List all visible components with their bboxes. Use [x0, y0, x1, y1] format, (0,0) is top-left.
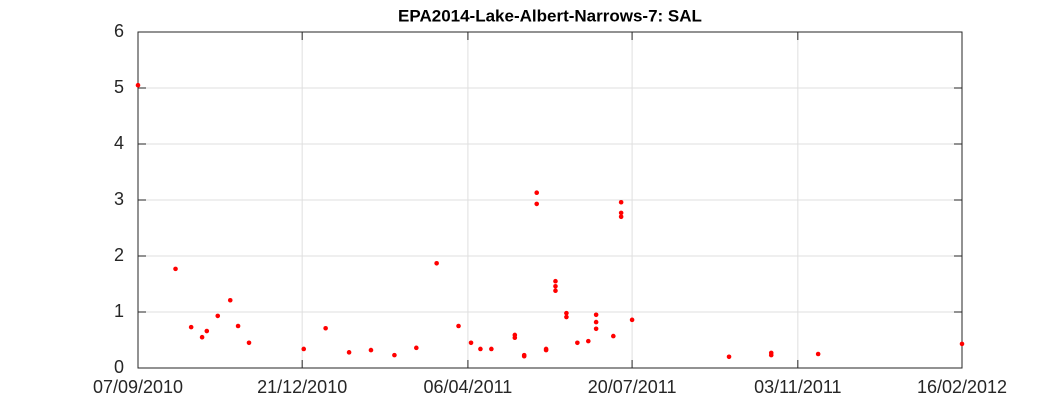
data-point: [434, 260, 439, 266]
data-point: [768, 352, 774, 358]
axes-box: [137, 31, 963, 369]
data-point: [456, 323, 461, 329]
data-point: [543, 347, 549, 353]
data-point: [618, 210, 624, 216]
data-point: [235, 323, 241, 329]
data-point: [215, 313, 221, 319]
data-point: [815, 351, 821, 357]
data-point: [346, 350, 352, 355]
data-point: [575, 340, 580, 346]
x-tick-label: 20/07/2011: [588, 377, 677, 397]
data-point: [564, 310, 569, 316]
data-point: [564, 314, 569, 320]
data-point: [468, 340, 474, 346]
y-tick-label: 1: [114, 301, 124, 321]
data-point: [199, 334, 205, 340]
x-tick-label: 07/09/2010: [93, 377, 183, 397]
y-tick-label: 2: [114, 245, 124, 265]
data-point: [553, 283, 558, 289]
data-point: [227, 297, 233, 303]
data-point: [368, 347, 374, 353]
data-point: [534, 190, 540, 196]
data-point: [629, 317, 635, 323]
data-point: [586, 338, 591, 344]
data-point: [173, 266, 178, 272]
y-tick-label: 3: [114, 189, 124, 209]
data-point: [534, 201, 540, 207]
data-point: [323, 325, 328, 331]
data-point: [392, 352, 397, 358]
y-tick-label: 4: [114, 133, 124, 153]
data-point: [593, 312, 599, 318]
data-point: [593, 326, 599, 332]
data-point: [726, 354, 732, 360]
data-point: [521, 353, 527, 359]
data-point: [618, 214, 624, 220]
data-point: [553, 288, 558, 294]
x-tick-label: 06/04/2011: [424, 377, 513, 397]
data-point: [478, 346, 483, 352]
y-tick-label: 5: [114, 77, 124, 97]
y-tick-label: 6: [114, 21, 124, 41]
data-point: [618, 199, 624, 205]
x-tick-label: 21/12/2010: [257, 377, 347, 397]
y-tick-label: 0: [114, 357, 124, 377]
data-point: [301, 346, 307, 352]
data-point: [204, 328, 210, 334]
data-point: [512, 335, 518, 341]
data-point: [959, 341, 965, 347]
data-point: [489, 346, 494, 352]
data-point: [246, 340, 252, 346]
data-point: [593, 319, 599, 325]
chart-title: EPA2014-Lake-Albert-Narrows-7: SAL: [398, 6, 702, 25]
data-point: [414, 345, 419, 351]
x-tick-label: 16/02/2012: [917, 377, 1007, 397]
x-tick-label: 03/11/2011: [754, 377, 841, 397]
data-point: [611, 333, 616, 339]
data-point: [553, 278, 558, 284]
data-point: [188, 324, 194, 330]
data-point: [135, 82, 141, 88]
